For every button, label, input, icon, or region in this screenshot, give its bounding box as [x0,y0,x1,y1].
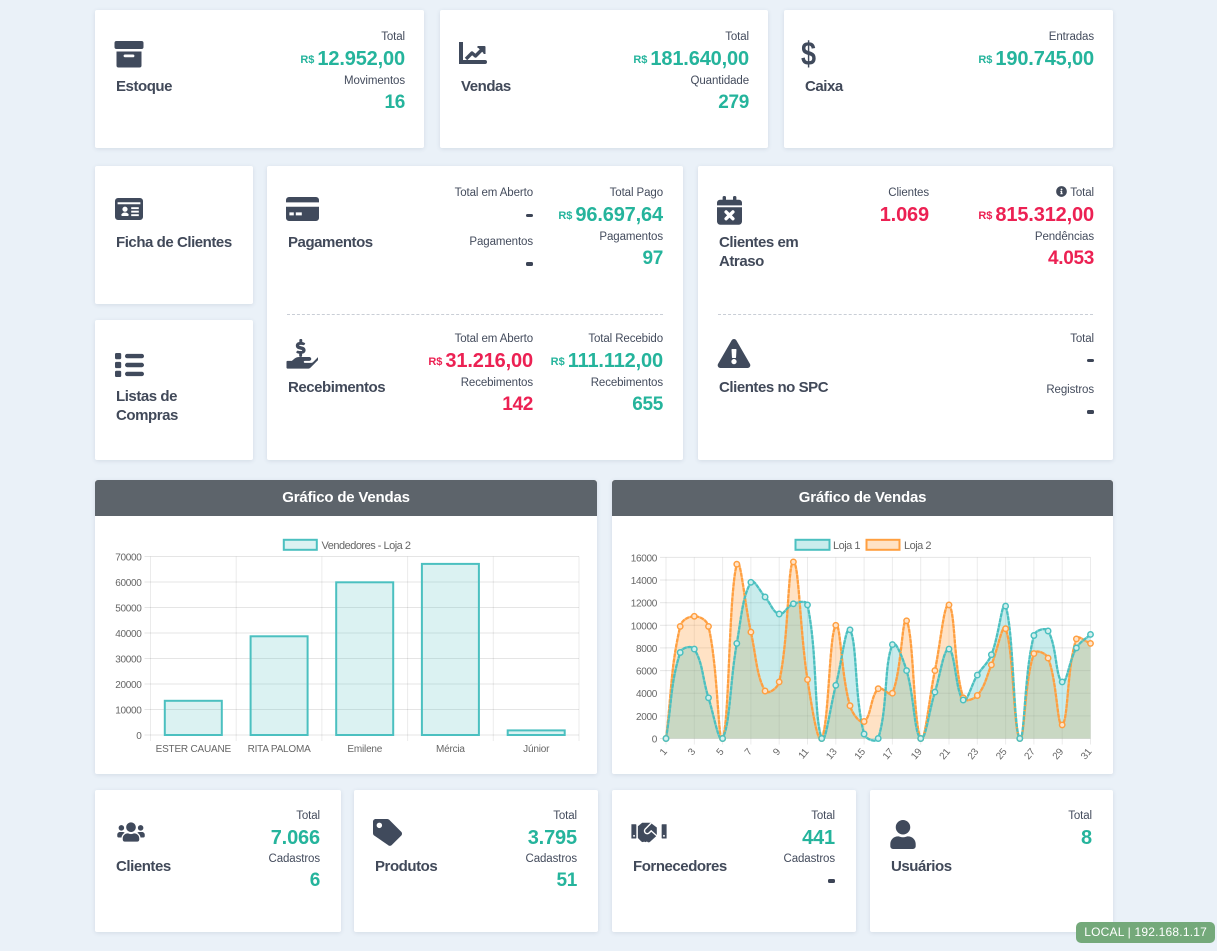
svg-text:50000: 50000 [115,604,142,615]
svg-text:0: 0 [136,731,142,742]
svg-text:0: 0 [652,735,658,746]
svg-text:1: 1 [658,746,670,758]
svg-text:19: 19 [909,746,925,762]
svg-text:20000: 20000 [115,680,142,691]
svg-text:8000: 8000 [636,644,658,655]
svg-text:16000: 16000 [631,553,658,564]
svg-text:10000: 10000 [631,621,658,632]
svg-text:15: 15 [853,746,869,762]
svg-text:21: 21 [938,746,954,762]
svg-text:23: 23 [966,746,982,762]
svg-text:6000: 6000 [636,667,658,678]
svg-text:70000: 70000 [115,553,142,564]
svg-text:12000: 12000 [631,599,658,610]
svg-text:ESTER CAUANE: ESTER CAUANE [156,744,232,755]
svg-text:31: 31 [1079,746,1095,762]
svg-text:27: 27 [1023,746,1039,762]
svg-text:4000: 4000 [636,689,658,700]
svg-text:17: 17 [881,746,897,762]
svg-text:Loja 2: Loja 2 [904,540,931,552]
svg-text:9: 9 [771,746,783,758]
svg-text:40000: 40000 [115,629,142,640]
svg-text:29: 29 [1051,746,1067,762]
svg-text:30000: 30000 [115,655,142,666]
svg-text:3: 3 [686,746,698,758]
svg-text:Júnior: Júnior [523,744,550,755]
svg-text:Emilene: Emilene [347,744,382,755]
svg-text:RITA PALOMA: RITA PALOMA [248,744,312,755]
svg-text:10000: 10000 [115,706,142,717]
svg-text:2000: 2000 [636,712,658,723]
svg-text:7: 7 [743,746,755,758]
svg-text:5: 5 [715,746,727,758]
svg-text:25: 25 [994,746,1010,762]
svg-text:Loja 1: Loja 1 [833,540,860,552]
svg-text:13: 13 [824,746,840,762]
svg-text:Vendedores - Loja 2: Vendedores - Loja 2 [322,540,411,552]
svg-text:60000: 60000 [115,578,142,589]
svg-text:11: 11 [797,746,812,761]
svg-text:Mércia: Mércia [436,744,465,755]
svg-text:14000: 14000 [631,576,658,587]
